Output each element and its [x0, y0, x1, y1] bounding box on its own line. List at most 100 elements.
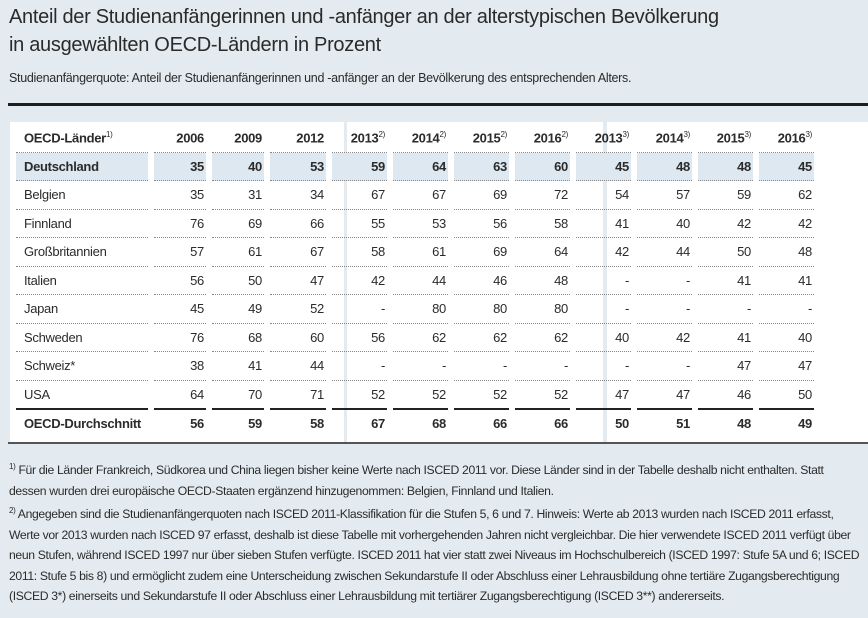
country-cell: Schweden: [16, 324, 148, 352]
value-cell: 62: [759, 181, 814, 210]
value-cell: -: [637, 267, 692, 295]
value-cell: 47: [637, 381, 692, 410]
column-header-year: 2006: [154, 124, 206, 153]
value-cell: 59: [332, 152, 387, 181]
value-cell: 66: [554, 416, 568, 432]
table-row: Japan 45 49 52-80 80 80- - - -: [16, 295, 814, 324]
value-cell: 59: [248, 416, 262, 432]
column-header-year: 20152): [454, 124, 509, 153]
table-row-highlighted: Deutschland 35 40 53 59 64 63 60 45 48 48 45: [16, 152, 814, 181]
value-cell: 50: [615, 416, 629, 432]
value-cell: -: [576, 295, 631, 324]
value-cell: -: [393, 352, 448, 381]
value-cell: 58: [332, 238, 387, 267]
table-row: Schweden 76 68 60 56 62 62 62 40 42 41 40: [16, 324, 814, 352]
footnotes: 1) Für die Länder Frankreich, Südkorea u…: [9, 457, 861, 607]
table-header-row: OECD-Länder1) 2006 2009 2012 20132) 20142) 201…: [16, 124, 814, 153]
value-cell: -: [576, 352, 631, 381]
table-row: Italien 56 50 47 42 44 46 48- -41 41: [16, 267, 814, 295]
value-cell: 66: [493, 416, 507, 432]
value-cell: -: [454, 352, 509, 381]
value-cell: 50: [698, 238, 753, 267]
value-cell: 46: [698, 381, 753, 410]
value-cell: 50: [759, 381, 814, 410]
value-cell: 41: [212, 352, 264, 381]
value-cell: 35: [154, 152, 206, 181]
value-cell: 58: [310, 416, 324, 432]
table-row: Schweiz* 38 41 44- - - - - -47 47: [16, 352, 814, 381]
value-cell: 41: [576, 210, 631, 238]
value-cell: 51: [676, 416, 690, 432]
value-cell: 42: [759, 210, 814, 238]
value-cell: 76: [154, 210, 206, 238]
value-cell: 42: [332, 267, 387, 295]
value-cell: 34: [270, 181, 326, 210]
value-cell: 57: [154, 238, 206, 267]
value-cell: 60: [515, 152, 570, 181]
value-cell: -: [759, 295, 814, 324]
column-header-year: 20163): [759, 124, 814, 153]
table-row: Finnland 76 69 66 55 53 56 58 41 40 42 42: [16, 210, 814, 238]
value-cell: 48: [637, 152, 692, 181]
value-cell: 45: [759, 152, 814, 181]
country-cell: Belgien: [16, 181, 148, 210]
value-cell: 60: [270, 324, 326, 352]
value-cell: -: [332, 295, 387, 324]
value-cell: 67: [393, 181, 448, 210]
value-cell: 41: [698, 267, 753, 295]
column-header-year: 20162): [515, 124, 570, 153]
value-cell: 47: [576, 381, 631, 410]
value-cell: 64: [154, 381, 206, 410]
page-title: Anteil der Studienanfängerinnen und -anf…: [9, 3, 719, 59]
value-cell: 56: [454, 210, 509, 238]
value-cell: 66: [270, 210, 326, 238]
value-cell: 52: [515, 381, 570, 410]
value-cell: 54: [576, 181, 631, 210]
value-cell: 52: [454, 381, 509, 410]
country-cell: USA: [16, 381, 148, 410]
value-cell: -: [637, 295, 692, 324]
value-cell: 59: [698, 181, 753, 210]
value-cell: 47: [270, 267, 326, 295]
value-cell: 40: [576, 324, 631, 352]
value-cell: 56: [190, 416, 204, 432]
value-cell: 67: [371, 416, 385, 432]
value-cell: 52: [332, 381, 387, 410]
value-cell: -: [576, 267, 631, 295]
value-cell: 46: [454, 267, 509, 295]
value-cell: 48: [698, 152, 753, 181]
country-cell: Japan: [16, 295, 148, 324]
value-cell: 41: [698, 324, 753, 352]
value-cell: 50: [212, 267, 264, 295]
value-cell: 62: [515, 324, 570, 352]
value-cell: 52: [393, 381, 448, 410]
footnote-2: 2) Angegeben sind die Studienanfängerquo…: [9, 506, 860, 604]
bottom-divider: [8, 442, 868, 444]
value-cell: 68: [432, 416, 446, 432]
value-cell: 72: [515, 181, 570, 210]
value-cell: 64: [515, 238, 570, 267]
column-header-year: 20142): [393, 124, 448, 153]
value-cell: 44: [270, 352, 326, 381]
value-cell: 58: [515, 210, 570, 238]
value-cell: 40: [212, 152, 264, 181]
value-cell: 42: [698, 210, 753, 238]
value-cell: 48: [759, 238, 814, 267]
value-cell: 80: [454, 295, 509, 324]
value-cell: 63: [454, 152, 509, 181]
value-cell: 53: [393, 210, 448, 238]
table-row: Großbritannien 57 61 67 58 61 69 64 42 44 50 48: [16, 238, 814, 267]
value-cell: 44: [393, 267, 448, 295]
country-cell: Finnland: [16, 210, 148, 238]
value-cell: 45: [576, 152, 631, 181]
value-cell: 62: [393, 324, 448, 352]
value-cell: 35: [154, 181, 206, 210]
value-cell: 62: [454, 324, 509, 352]
value-cell: 64: [393, 152, 448, 181]
value-cell: 49: [212, 295, 264, 324]
value-cell: -: [637, 352, 692, 381]
value-cell: 71: [270, 381, 326, 410]
value-cell: 44: [637, 238, 692, 267]
title-line-2: in ausgewählten OECD-Ländern in Prozent: [9, 34, 381, 56]
value-cell: -: [332, 352, 387, 381]
